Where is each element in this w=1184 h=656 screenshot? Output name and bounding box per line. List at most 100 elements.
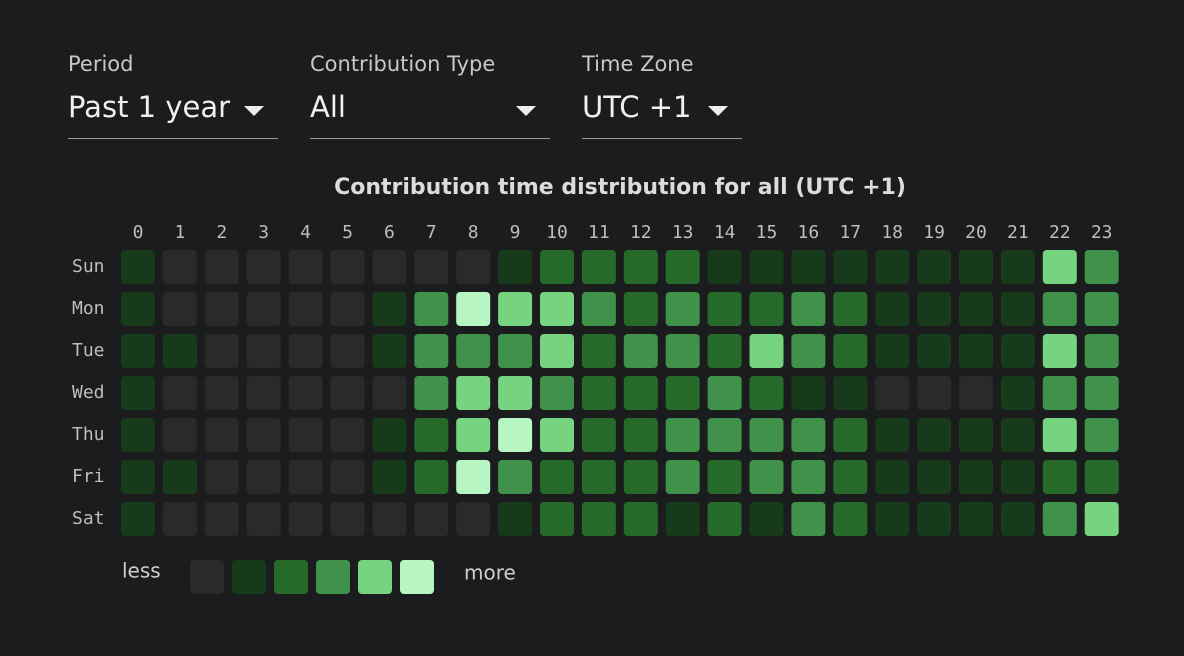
heatmap-cell [665, 292, 700, 326]
y-tick-label: Sat [72, 508, 105, 529]
heatmap-cell [540, 502, 574, 536]
heatmap-cell [121, 376, 155, 410]
x-tick-label: 21 [1007, 222, 1029, 243]
heatmap-cell [121, 334, 155, 368]
heatmap-cell [749, 418, 784, 452]
heatmap-cell [246, 376, 281, 410]
heatmap-cell [833, 460, 868, 494]
heatmap-cell [623, 334, 658, 368]
dropdown-arrow [244, 106, 264, 116]
x-tick-label: 16 [798, 222, 820, 243]
heatmap-cell [288, 250, 323, 284]
heatmap-cell [204, 502, 239, 536]
heatmap-cell [1084, 502, 1119, 536]
heatmap-cell [288, 292, 323, 326]
heatmap-cell [875, 418, 910, 452]
heatmap-cell [581, 418, 616, 452]
heatmap-cell [707, 418, 742, 452]
heatmap-cell [791, 502, 826, 536]
y-tick-label: Mon [72, 298, 105, 319]
heatmap-cell [1042, 460, 1077, 494]
heatmap-cell [833, 334, 868, 368]
heatmap-cell [1000, 502, 1035, 536]
heatmap-cell [246, 334, 281, 368]
heatmap-cell [204, 460, 239, 494]
dropdown-arrow [516, 106, 536, 116]
heatmap-cell [833, 502, 868, 536]
heatmap-cell [414, 502, 449, 536]
heatmap-cell [833, 418, 868, 452]
period-select[interactable]: Period Past 1 year [68, 50, 278, 139]
heatmap-cell [372, 460, 407, 494]
heatmap-cell [875, 334, 910, 368]
heatmap-cell [540, 250, 574, 284]
select-label: Time Zone [582, 52, 694, 76]
timezone-select[interactable]: Time Zone UTC +1 [582, 50, 742, 139]
heatmap-cell [791, 418, 826, 452]
heatmap-cell [875, 502, 910, 536]
heatmap-cell [665, 418, 700, 452]
heatmap-cell [498, 292, 533, 326]
heatmap-cell [372, 502, 407, 536]
heatmap-cell [121, 460, 155, 494]
heatmap-cell [875, 292, 910, 326]
heatmap-cell [288, 418, 323, 452]
heatmap-cell [791, 250, 826, 284]
heatmap-cell [288, 502, 323, 536]
heatmap-cell [121, 292, 155, 326]
heatmap-cell [833, 250, 868, 284]
heatmap-cell [414, 250, 449, 284]
select-label: Contribution Type [310, 52, 496, 76]
heatmap-cell [121, 502, 155, 536]
heatmap-cell [917, 250, 952, 284]
dropdown-arrow [708, 106, 728, 116]
heatmap-cell [623, 502, 658, 536]
type-select[interactable]: Contribution Type All [310, 50, 550, 139]
heatmap-cell [414, 292, 449, 326]
y-tick-label: Fri [72, 466, 105, 487]
heatmap-cell [121, 250, 155, 284]
heatmap-cell [330, 250, 365, 284]
heatmap-cell [791, 334, 826, 368]
heatmap-cell [581, 460, 616, 494]
heatmap-cell [162, 250, 197, 284]
heatmap-cell [665, 334, 700, 368]
heatmap-cell [121, 418, 155, 452]
heatmap-cell [414, 376, 449, 410]
heatmap-cell [540, 460, 574, 494]
heatmap-cell [707, 250, 742, 284]
heatmap-cell [204, 334, 239, 368]
heatmap-cell [540, 418, 574, 452]
heatmap-cell [540, 376, 574, 410]
heatmap-cell [498, 376, 533, 410]
heatmap-cell [204, 292, 239, 326]
x-tick-label: 6 [384, 222, 395, 243]
heatmap-cell [875, 460, 910, 494]
heatmap-cell [330, 418, 365, 452]
legend-swatch [358, 560, 392, 594]
heatmap-cell [959, 502, 993, 536]
legend-swatch [316, 560, 350, 594]
heatmap-cell [1084, 250, 1119, 284]
x-tick-label: 5 [342, 222, 353, 243]
heatmap-cell [498, 418, 533, 452]
x-tick-label: 2 [216, 222, 227, 243]
heatmap-cell [623, 460, 658, 494]
heatmap-cell [707, 334, 742, 368]
heatmap-cell [372, 376, 407, 410]
heatmap-cell [581, 502, 616, 536]
x-tick-label: 1 [174, 222, 185, 243]
heatmap-cell [1000, 460, 1035, 494]
heatmap-cell [498, 250, 533, 284]
y-tick-label: Sun [72, 256, 105, 277]
heatmap-cell [414, 460, 449, 494]
heatmap-cell [162, 502, 197, 536]
heatmap-cell [917, 418, 952, 452]
heatmap-cell [1084, 376, 1119, 410]
x-tick-label: 15 [756, 222, 778, 243]
heatmap-cell [498, 502, 533, 536]
heatmap-cell [581, 376, 616, 410]
heatmap-cell [330, 376, 365, 410]
x-tick-label: 22 [1049, 222, 1071, 243]
heatmap-cell [1084, 334, 1119, 368]
